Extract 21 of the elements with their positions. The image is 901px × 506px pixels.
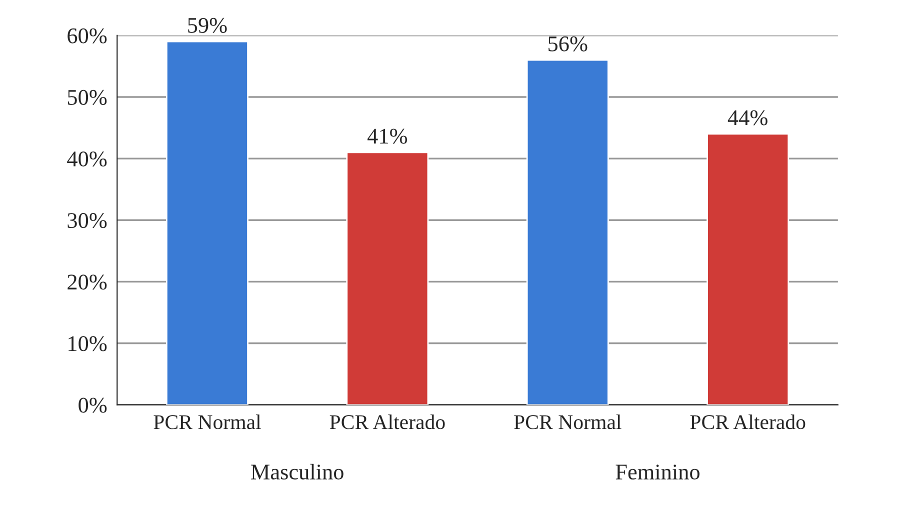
y-tick-label: 30% [68, 213, 107, 228]
bar [166, 40, 248, 405]
x-tick-label: PCR Normal [514, 414, 622, 430]
x-tick-label: PCR Alterado [690, 414, 806, 430]
bar [706, 133, 790, 405]
y-tick-label: 20% [68, 274, 107, 290]
y-tick-label: 50% [68, 90, 107, 105]
data-label: 41% [368, 128, 408, 144]
y-tick-label: 40% [67, 151, 107, 167]
y-tick-label: 10% [68, 336, 107, 352]
x-tick-label: PCR Normal [154, 414, 261, 430]
data-label: 59% [188, 18, 227, 33]
y-tick-label: 0% [78, 398, 107, 413]
bar [526, 59, 609, 405]
x-tick-label: PCR Alterado [330, 414, 445, 430]
text: Feminino [616, 464, 700, 480]
data-label: 44% [728, 110, 768, 126]
text: Masculino [251, 464, 344, 480]
data-label: 56% [548, 36, 588, 52]
y-tick-label: 60% [68, 28, 107, 44]
bar [346, 152, 429, 405]
